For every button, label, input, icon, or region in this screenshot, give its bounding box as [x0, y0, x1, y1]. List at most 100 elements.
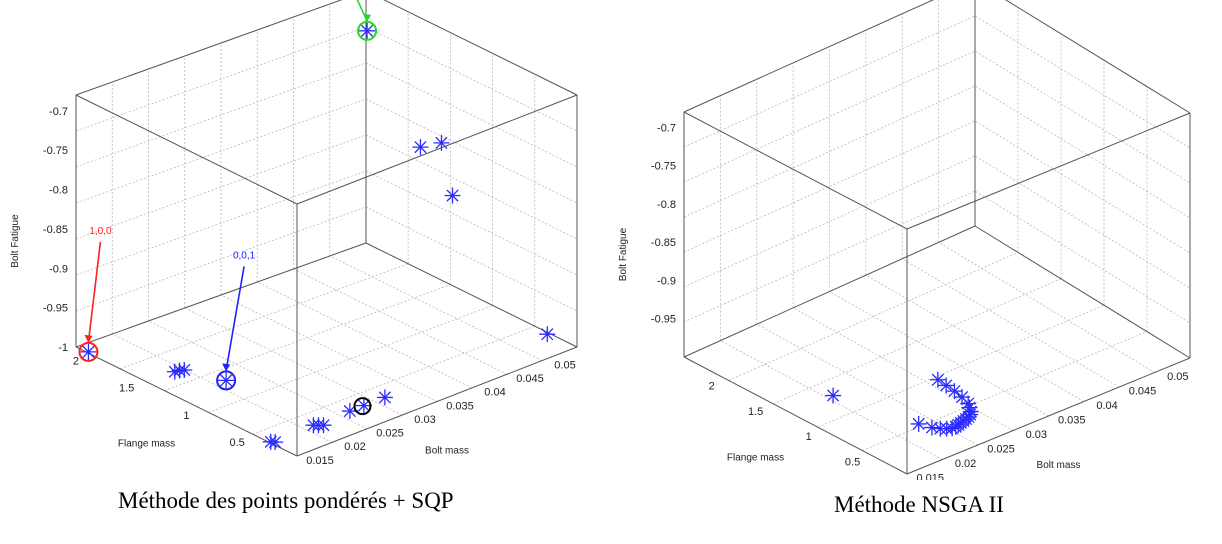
arrow-head	[84, 334, 93, 343]
arrow-head	[222, 363, 231, 372]
y-tick-label: 1.5	[748, 406, 763, 418]
right-3d-scatter-plot: -0.7 -0.75 -0.8 -0.85 -0.9 -0.95 0.5 1 1.5 2 0.015…	[618, 0, 1191, 480]
data-point	[923, 419, 940, 436]
annotation-arrow	[87, 241, 102, 343]
x-tick-label: 0.045	[516, 373, 544, 385]
z-tick-label: -0.75	[43, 145, 68, 157]
highlight-circle	[353, 397, 372, 416]
grid-line	[164, 284, 451, 391]
data-point	[359, 22, 376, 39]
axis-box-edge	[75, 346, 298, 457]
left-3d-scatter-plot: -0.7 -0.75 -0.8 -0.85 -0.9 -0.95 -1 0.5 1 1.5 2 0.0…	[10, 0, 578, 467]
grid-line	[683, 190, 1191, 324]
axis-box-edge	[683, 0, 935, 113]
grid-line	[865, 274, 1085, 402]
x-tick-label: 0.02	[344, 441, 365, 453]
data-point	[433, 134, 450, 151]
z-tick-label: -0.95	[651, 314, 676, 326]
z-tick-label: -0.7	[657, 122, 676, 134]
data-point	[825, 387, 842, 404]
x-tick-label: 0.035	[1058, 414, 1086, 426]
z-tick-label: -0.95	[43, 303, 68, 315]
grid-line	[329, 255, 543, 361]
grid-line	[683, 120, 1191, 254]
grid-line	[773, 278, 1062, 405]
x-tick-label: 0.05	[554, 359, 575, 371]
x-axis-label: Bolt mass	[1037, 460, 1081, 471]
y-tick-label: 1	[183, 410, 189, 422]
y-tick-label: 0.5	[230, 437, 245, 449]
grid-line	[220, 294, 438, 402]
z-tick-label: -0.7	[49, 106, 68, 118]
grid-line	[75, 170, 578, 276]
y-axis-label: Flange mass	[727, 453, 784, 464]
axis-box-edge	[296, 94, 578, 205]
annotation-arrow	[356, 0, 368, 22]
data-point	[315, 417, 332, 434]
grid-line	[728, 252, 1019, 381]
axis-box-edge	[1004, 0, 1191, 114]
y-tick-label: 1	[806, 431, 812, 443]
grid-line	[75, 62, 578, 168]
x-tick-label: 0.025	[376, 428, 404, 440]
x-tick-label: 0.015	[306, 455, 334, 467]
x-tick-label: 0.035	[446, 400, 474, 412]
grid-line	[938, 242, 1155, 373]
z-tick-label: -0.85	[651, 237, 676, 249]
grid-line	[75, 206, 578, 312]
data-point	[938, 377, 955, 394]
axis-box-edge	[383, 0, 578, 96]
x-axis-label: Bolt mass	[425, 446, 469, 457]
axis-box-edge	[683, 111, 908, 230]
y-tick-label: 2	[73, 355, 79, 367]
x-tick-label: 0.02	[955, 458, 976, 470]
axis-box-edge	[906, 112, 1191, 230]
data-point	[444, 187, 461, 204]
y-tick-label: 0.5	[845, 457, 860, 469]
data-point	[176, 361, 193, 378]
grid-line	[75, 134, 578, 240]
x-tick-label: 0.04	[1096, 400, 1117, 412]
grid-line	[112, 333, 333, 443]
left-chart-panel: -0.7 -0.75 -0.8 -0.85 -0.9 -0.95 -1 0.5 1 1.5 2 0.0…	[10, 0, 578, 513]
grid-line	[120, 263, 409, 370]
axis-box-edge	[296, 346, 578, 457]
data-point	[929, 371, 946, 388]
z-tick-label: -0.9	[49, 263, 68, 275]
z-tick-label: -0.85	[43, 224, 68, 236]
grid-line	[293, 268, 508, 375]
axis-box-edge	[906, 357, 1191, 475]
grid-line	[683, 155, 1191, 289]
x-tick-label: 0.025	[987, 443, 1015, 455]
y-axis-label: Flange mass	[118, 439, 175, 450]
annotation-label: 1,0,0	[89, 226, 112, 237]
grid-line	[148, 320, 368, 430]
z-tick-label: -0.75	[651, 161, 676, 173]
data-point	[267, 434, 284, 451]
grid-line	[862, 331, 1148, 451]
x-tick-label: 0.03	[1026, 429, 1047, 441]
data-point	[355, 397, 372, 414]
axis-box-edge	[75, 0, 343, 96]
grid-line	[792, 307, 1014, 431]
axis-box-edge	[75, 94, 298, 205]
x-tick-label: 0.04	[484, 387, 505, 399]
z-tick-label: -0.9	[657, 275, 676, 287]
right-chart-panel: -0.7 -0.75 -0.8 -0.85 -0.9 -0.95 0.5 1 1.5 2 0.015…	[612, 0, 1222, 544]
data-point	[376, 389, 393, 406]
z-tick-label: -0.8	[657, 199, 676, 211]
grid-line	[208, 305, 493, 413]
grid-line	[184, 307, 403, 416]
data-point	[412, 139, 429, 156]
data-point	[539, 326, 556, 343]
y-tick-label: 2	[709, 380, 715, 392]
y-tick-label: 1.5	[119, 383, 134, 395]
grid-line	[257, 281, 473, 389]
x-tick-label: 0.045	[1129, 385, 1157, 397]
axis-box-edge	[683, 356, 908, 475]
x-tick-label: 0.015	[916, 472, 944, 480]
grid-line	[829, 291, 1049, 417]
x-tick-label: 0.03	[414, 414, 435, 426]
annotation-label: 0,0,1	[233, 250, 256, 261]
grid-line	[75, 98, 578, 204]
